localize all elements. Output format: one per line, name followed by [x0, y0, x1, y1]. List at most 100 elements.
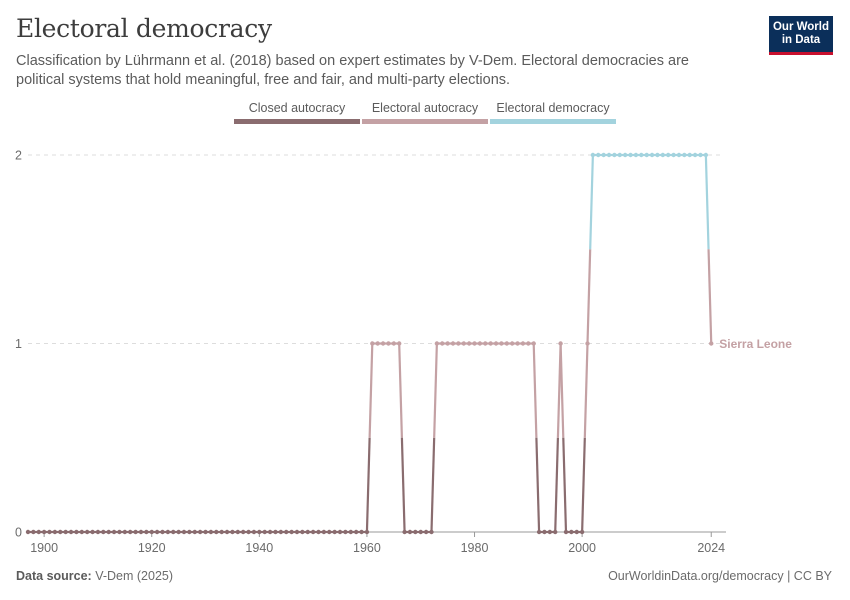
data-point — [461, 341, 466, 346]
data-point — [154, 529, 160, 535]
data-point — [676, 152, 682, 158]
legend-item-electoral-autocracy[interactable]: Electoral autocracy — [362, 100, 488, 124]
data-point — [219, 529, 224, 535]
data-point — [203, 529, 208, 535]
series-line-segment — [535, 437, 541, 533]
data-point — [617, 152, 622, 158]
x-tick-label: 1960 — [353, 541, 381, 555]
data-point — [418, 529, 423, 535]
series-line-segment — [400, 437, 406, 533]
data-point — [429, 529, 434, 535]
source-value: V-Dem (2025) — [95, 569, 174, 583]
data-point — [187, 529, 192, 535]
data-point — [165, 529, 171, 535]
data-point — [106, 529, 111, 535]
data-point — [413, 529, 418, 535]
data-point — [278, 529, 284, 535]
x-tick-label: 1900 — [30, 541, 58, 555]
data-point — [332, 529, 337, 535]
data-point — [488, 341, 493, 346]
data-point — [111, 529, 117, 535]
logo-line-1: Our World — [772, 21, 829, 33]
x-tick-label: 1940 — [245, 541, 273, 555]
data-point — [493, 341, 499, 346]
data-point — [208, 529, 214, 535]
data-point — [391, 341, 397, 346]
x-tick-label: 2024 — [697, 541, 725, 555]
data-point — [90, 529, 95, 535]
data-point — [639, 152, 644, 158]
series-line-segment — [707, 249, 713, 344]
data-point — [622, 152, 628, 158]
data-point — [117, 529, 122, 535]
series-line-segment — [554, 437, 560, 533]
data-point — [181, 529, 187, 535]
data-point — [47, 529, 52, 535]
data-point — [74, 529, 79, 535]
data-point — [574, 529, 579, 535]
data-point — [520, 341, 526, 346]
data-point — [31, 529, 36, 535]
data-point — [682, 152, 687, 158]
data-point — [466, 341, 472, 346]
data-point — [224, 529, 230, 535]
series-line-segment — [398, 343, 403, 438]
data-point — [240, 529, 246, 535]
data-point — [337, 529, 343, 535]
legend: Closed autocracy Electoral autocracy Ele… — [0, 100, 850, 126]
legend-label: Electoral autocracy — [371, 101, 479, 115]
data-point — [590, 152, 596, 158]
data-point — [536, 529, 542, 535]
data-point — [606, 152, 612, 158]
legend-swatch — [362, 119, 488, 124]
logo-line-2: in Data — [781, 34, 821, 46]
data-point — [273, 529, 278, 535]
data-point — [547, 529, 553, 535]
data-point — [348, 529, 353, 535]
data-point — [284, 529, 289, 535]
data-point — [160, 529, 165, 535]
x-tick-label: 2000 — [568, 541, 596, 555]
chart-subtitle: Classification by Lührmann et al. (2018)… — [16, 53, 689, 88]
y-tick-label: 0 — [15, 526, 22, 540]
data-point — [509, 341, 515, 346]
data-point — [666, 152, 671, 158]
data-point — [633, 152, 639, 158]
data-point — [235, 529, 241, 535]
data-point — [526, 341, 531, 346]
data-point — [52, 529, 58, 535]
footer-url[interactable]: OurWorldinData.org/democracy | CC BY — [608, 569, 832, 583]
data-point — [321, 529, 327, 535]
legend-item-electoral-democracy[interactable]: Electoral democracy — [490, 100, 616, 124]
data-point — [504, 341, 510, 346]
data-point — [149, 529, 154, 535]
series-line-segment — [562, 437, 568, 533]
data-point — [542, 529, 547, 535]
data-point — [375, 341, 380, 346]
data-point — [380, 341, 386, 346]
data-point — [267, 529, 273, 535]
data-point — [423, 529, 429, 535]
owid-logo[interactable]: Our World in Data — [769, 16, 833, 55]
chart-title: Electoral democracy — [16, 14, 272, 43]
data-point — [579, 529, 585, 535]
data-point — [25, 529, 31, 535]
series-line-segment — [532, 343, 538, 438]
data-point — [289, 529, 294, 535]
data-point — [601, 152, 606, 158]
data-point — [709, 341, 714, 346]
series-line-segment — [704, 154, 710, 250]
data-point — [655, 152, 660, 158]
data-point — [63, 529, 68, 535]
data-point — [499, 341, 504, 346]
data-point — [364, 529, 370, 535]
data-point — [434, 341, 440, 346]
data-point — [370, 341, 375, 346]
data-point — [472, 341, 477, 346]
series-label: Sierra Leone — [719, 337, 792, 351]
data-point — [257, 529, 262, 535]
legend-item-closed-autocracy[interactable]: Closed autocracy — [234, 100, 360, 124]
data-point — [41, 529, 47, 535]
data-point — [294, 529, 300, 535]
data-point — [144, 529, 149, 535]
